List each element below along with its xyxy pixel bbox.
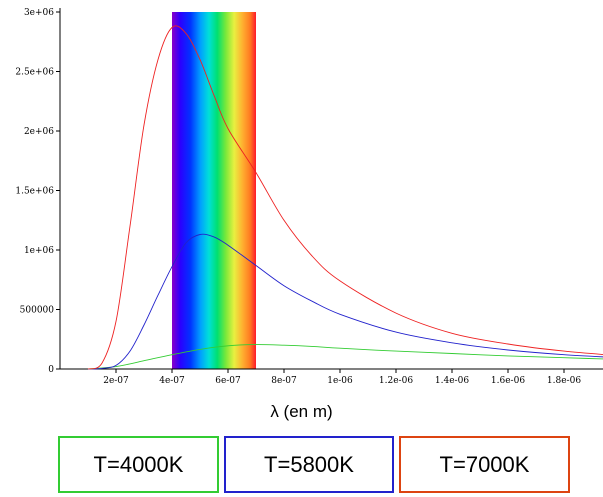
x-tick-label: 6e-07 (215, 376, 241, 386)
series-lines (87, 25, 603, 370)
y-tick-label: 1e+06 (24, 246, 54, 256)
x-tick-label: 1e-06 (327, 376, 353, 386)
x-tick-label: 2e-07 (103, 376, 129, 386)
y-tick-label: 2e+06 (24, 127, 54, 137)
x-tick-label: 4e-07 (159, 376, 185, 386)
legend-entry: T=7000K (399, 436, 570, 493)
visible-spectrum-band (172, 12, 256, 369)
x-tick-label: 1.6e-06 (491, 376, 525, 386)
series-line-2 (87, 233, 603, 370)
x-tick-label: 1.8e-06 (547, 376, 581, 386)
x-tick-label: 1.4e-06 (435, 376, 469, 386)
series-line-3 (87, 25, 603, 370)
blackbody-chart: 2e-07 4e-07 6e-07 8e-07 1e-06 1.2e-06 1.4e-06 1… (15, 8, 603, 386)
y-tick-label: 2.5e+06 (15, 68, 54, 78)
x-axis-title: λ (en m) (270, 402, 333, 421)
y-tick-label: 3e+06 (24, 8, 54, 18)
series-line-1 (87, 344, 603, 370)
y-tick-label: 500000 (20, 306, 55, 316)
x-tick-label: 1.2e-06 (379, 376, 413, 386)
y-tick-label: 0 (48, 365, 54, 375)
legend-entry: T=4000K (58, 436, 219, 493)
axis-ticks: 2e-07 4e-07 6e-07 8e-07 1e-06 1.2e-06 1.4e-06 1… (15, 8, 581, 386)
legend-entry: T=5800K (224, 436, 394, 493)
x-tick-label: 8e-07 (271, 376, 297, 386)
y-tick-label: 1.5e+06 (15, 187, 54, 197)
